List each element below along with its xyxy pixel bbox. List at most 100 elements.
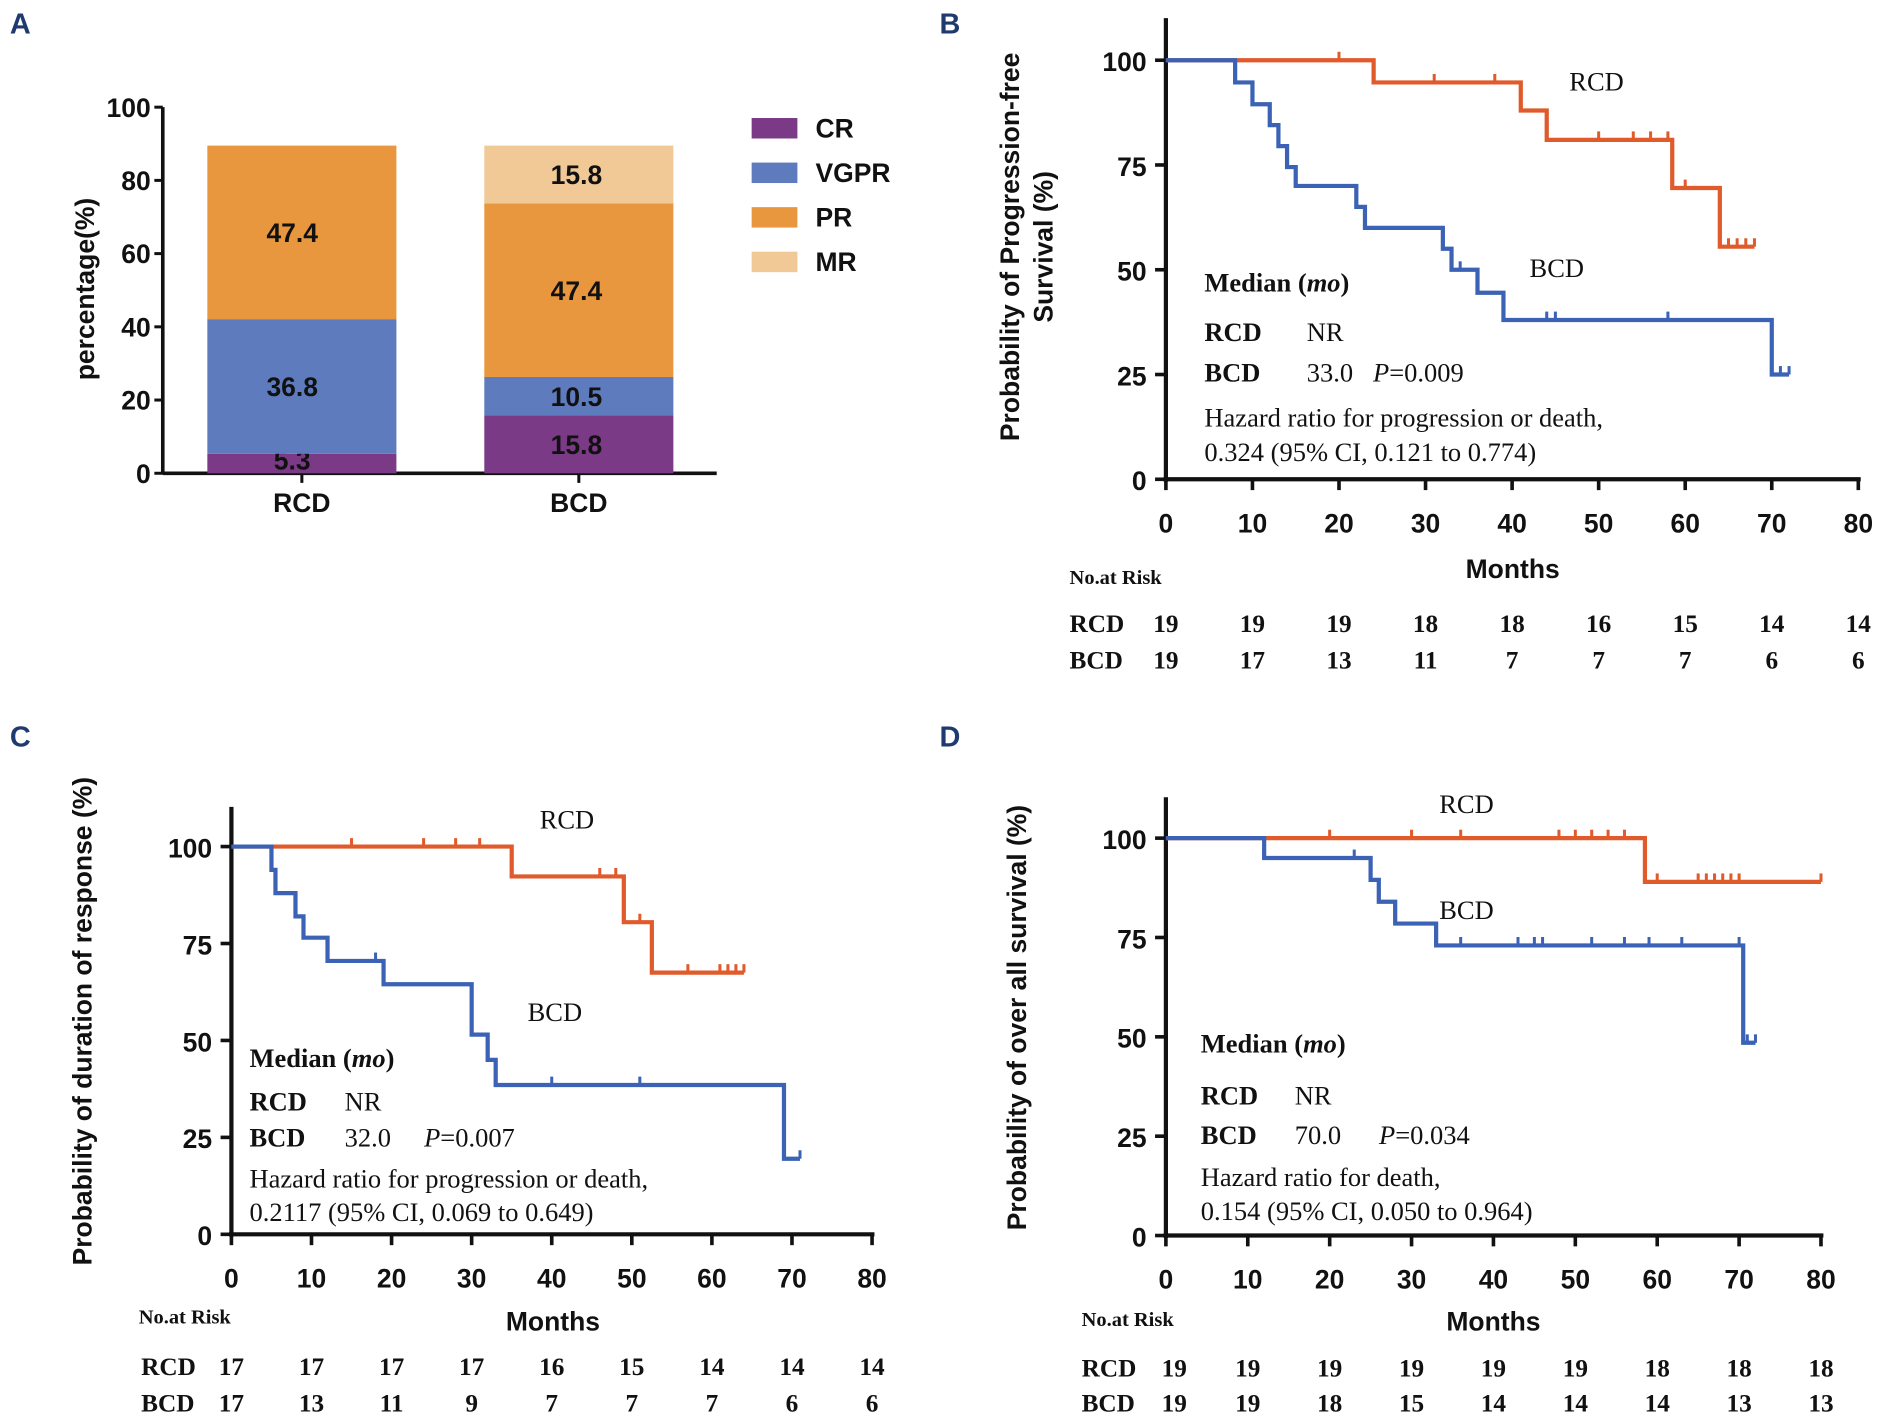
km-curve-bcd	[231, 844, 800, 1161]
hazard-ratio-label: Hazard ratio for progression or death,	[1204, 402, 1603, 432]
bar-value-label: 15.8	[551, 430, 603, 460]
curve-label-rcd: RCD	[1569, 66, 1623, 96]
median-group: BCD	[1204, 358, 1260, 388]
x-axis-label: Months	[1446, 1307, 1540, 1337]
median-annotation: Median (mo) RCD NR BCD 70.0 P=0.034 Hazard rat…	[1201, 1028, 1533, 1225]
legend-label: VGPR	[815, 158, 890, 188]
risk-count: 14	[1563, 1389, 1589, 1417]
x-tick-label: 20	[377, 1263, 406, 1293]
curve-label-rcd: RCD	[1439, 789, 1493, 819]
median-unit: mo	[1303, 1028, 1337, 1058]
hazard-ratio-label: Hazard ratio for progression or death,	[249, 1163, 648, 1193]
risk-count: 7	[706, 1389, 719, 1417]
median-paren: )	[1341, 267, 1350, 297]
y-tick-label: 0	[1132, 1222, 1147, 1252]
bar-segment-mr-bcd	[484, 145, 674, 204]
x-tick-label: 40	[1479, 1265, 1508, 1295]
x-tick-label: 80	[857, 1263, 886, 1293]
median-annotation: Median (mo) RCD NR BCD 32.0 P=0.007 Hazard rat…	[249, 1043, 648, 1227]
y-tick-label: 50	[1117, 257, 1146, 287]
risk-table: No.at Risk RCD 19 19 19 19 19 19 18 18 18 BCD 19 19 18…	[1082, 1309, 1834, 1417]
risk-count: 16	[1586, 610, 1611, 638]
y-tick-label: 40	[121, 312, 150, 342]
risk-count: 19	[1563, 1354, 1588, 1382]
risk-count: 14	[1481, 1389, 1507, 1417]
risk-count: 19	[1399, 1354, 1424, 1382]
x-tick-label: 20	[1324, 508, 1353, 538]
risk-count: 14	[1846, 610, 1872, 638]
y-axis-label: Survival (%)	[1029, 171, 1059, 323]
x-tick-label: 10	[297, 1263, 326, 1293]
y-tick-label: 100	[107, 93, 151, 123]
curve-label-bcd: BCD	[528, 997, 582, 1027]
median-group: BCD	[249, 1122, 305, 1152]
panel-b-km-chart: 0 25 50 75 100 0 10 20 30 40 50 60 70 80 Months Probabi…	[995, 18, 1873, 674]
p-label: P	[423, 1122, 440, 1152]
risk-table: No.at Risk RCD 17 17 17 17 16 15 14 14 14 BCD 17 13 11…	[139, 1306, 885, 1417]
x-tick-label: 80	[1844, 508, 1873, 538]
risk-count: 17	[379, 1353, 405, 1381]
risk-row-group: BCD	[1082, 1389, 1135, 1417]
bar-segment-vgpr-rcd	[207, 319, 397, 454]
risk-count: 7	[1592, 646, 1605, 674]
x-tick-label: 70	[1724, 1265, 1753, 1295]
x-tick-label: 40	[537, 1263, 566, 1293]
risk-row-group: RCD	[1082, 1354, 1137, 1382]
hazard-ratio-value: 0.2117 (95% CI, 0.069 to 0.649)	[249, 1197, 593, 1227]
y-tick-label: 80	[121, 166, 150, 196]
y-tick-label: 0	[136, 459, 151, 489]
risk-count: 15	[1399, 1389, 1424, 1417]
risk-count: 13	[1726, 1389, 1751, 1417]
y-tick-label: 100	[168, 833, 212, 863]
risk-count: 7	[545, 1389, 558, 1417]
x-tick-label: 50	[1584, 508, 1613, 538]
hazard-ratio-value: 0.154 (95% CI, 0.050 to 0.964)	[1201, 1196, 1533, 1226]
y-tick-label: 50	[1117, 1024, 1146, 1054]
panel-letter-a: A	[10, 9, 31, 41]
legend-label: CR	[815, 113, 853, 143]
x-tick-label: 70	[777, 1263, 806, 1293]
legend-swatch-vgpr	[751, 162, 798, 184]
x-tick-label: RCD	[273, 488, 330, 518]
x-axis-label: Months	[1466, 554, 1560, 584]
risk-count: 14	[1759, 610, 1785, 638]
curve-label-rcd: RCD	[540, 805, 594, 835]
risk-count: 7	[626, 1389, 639, 1417]
x-tick-label: 50	[1561, 1265, 1590, 1295]
y-tick-label: 75	[1117, 924, 1146, 954]
risk-count: 18	[1808, 1354, 1833, 1382]
risk-count: 19	[1240, 610, 1265, 638]
risk-count: 7	[1506, 646, 1519, 674]
risk-row-group: RCD	[141, 1353, 196, 1381]
y-axis-label: Probability of Progression-free	[995, 53, 1025, 442]
legend-swatch-pr	[751, 207, 798, 228]
x-tick-label: 60	[1670, 508, 1699, 538]
bar-segment-cr-bcd	[484, 415, 674, 474]
risk-row-group: BCD	[141, 1389, 194, 1417]
risk-count: 18	[1317, 1389, 1342, 1417]
km-curve-rcd	[1165, 58, 1755, 249]
legend-label: PR	[815, 202, 852, 232]
risk-table: No.at Risk RCD 19 19 19 18 18 16 15 14 14 BCD 19 17 13…	[1070, 567, 1872, 674]
y-tick-label: 25	[1117, 1123, 1146, 1153]
p-value: P=0.034	[1378, 1120, 1470, 1150]
y-axis-label: Probability of duration of response (%)	[68, 777, 98, 1266]
risk-table-title: No.at Risk	[139, 1306, 232, 1328]
median-group: RCD	[249, 1086, 306, 1116]
y-tick-label: 0	[1132, 466, 1147, 496]
p-number: =0.034	[1395, 1120, 1470, 1150]
x-tick-label: BCD	[550, 488, 607, 518]
risk-count: 13	[1326, 646, 1351, 674]
bar-segment-pr-rcd	[207, 145, 397, 320]
y-tick-label: 60	[121, 239, 150, 269]
risk-count: 18	[1499, 610, 1524, 638]
y-tick-label: 75	[183, 930, 212, 960]
risk-count: 11	[1414, 646, 1438, 674]
risk-count: 7	[1679, 646, 1692, 674]
y-tick-label: 0	[197, 1221, 212, 1251]
risk-count: 19	[1162, 1389, 1187, 1417]
median-paren: )	[386, 1043, 395, 1073]
p-value: P=0.009	[1372, 358, 1464, 388]
legend-label: MR	[815, 247, 856, 277]
